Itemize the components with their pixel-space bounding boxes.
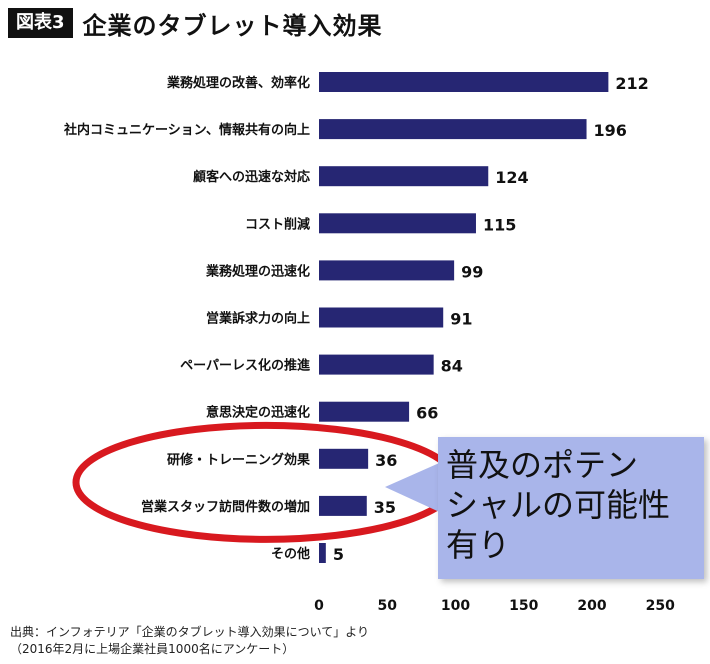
x-tick-label: 200 <box>577 598 606 614</box>
callout-line: 普及のポテン <box>446 446 639 484</box>
value-label: 35 <box>374 498 396 517</box>
bar <box>319 543 326 563</box>
value-label: 124 <box>495 168 528 187</box>
source-line-1: 出典：インフォテリア「企業のタブレット導入効果について」より <box>10 625 370 639</box>
x-tick-label: 50 <box>378 598 398 614</box>
bar <box>319 401 410 422</box>
figure-badge: 図表3 <box>8 8 73 38</box>
header: 図表3 企業のタブレット導入効果 <box>8 6 383 40</box>
value-label: 84 <box>441 357 463 376</box>
bar <box>319 307 444 328</box>
value-label: 36 <box>375 451 397 470</box>
bar <box>319 213 476 234</box>
category-label: 意思決定の迅速化 <box>206 405 310 421</box>
page-title: 企業のタブレット導入効果 <box>82 11 383 40</box>
category-label: 業務処理の改善、効率化 <box>166 75 310 91</box>
value-label: 5 <box>333 545 344 564</box>
x-tick-label: 100 <box>441 598 470 614</box>
value-label: 196 <box>594 121 627 140</box>
x-tick-label: 150 <box>509 598 538 614</box>
callout-line: シャルの可能性 <box>446 486 671 524</box>
source-note: 出典：インフォテリア「企業のタブレット導入効果について」より （2016年2月に… <box>10 624 369 658</box>
bar <box>319 260 455 281</box>
bar <box>319 448 369 469</box>
callout-pointer <box>385 460 446 515</box>
bar-chart: 業務処理の改善、効率化 212 社内コミュニケーション、情報共有の向上 196 顧客への… <box>63 72 675 614</box>
category-label: 業務処理の迅速化 <box>205 263 310 279</box>
category-label: 営業訴求力の向上 <box>206 311 310 327</box>
bar <box>319 119 587 140</box>
value-label: 91 <box>450 310 472 329</box>
category-label: その他 <box>271 546 310 562</box>
value-label: 212 <box>615 74 648 93</box>
x-tick-label: 250 <box>646 598 675 614</box>
value-label: 66 <box>416 404 438 423</box>
value-label: 115 <box>483 215 516 234</box>
category-label: 社内コミュニケーション、情報共有の向上 <box>63 122 310 138</box>
bar <box>319 166 489 187</box>
source-line-2: （2016年2月に上場企業社員1000名にアンケート） <box>10 642 295 656</box>
callout-text: 普及のポテン シャルの可能性 有り <box>446 445 698 565</box>
value-label: 99 <box>461 262 483 281</box>
category-label: 研修・トレーニング効果 <box>167 452 310 468</box>
category-label: ペーパーレス化の推進 <box>180 358 310 374</box>
bar <box>319 354 434 375</box>
category-label: コスト削減 <box>245 216 310 232</box>
x-tick-label: 0 <box>314 598 324 614</box>
category-label: 営業スタッフ訪問件数の増加 <box>141 499 310 515</box>
callout-box <box>438 437 704 579</box>
callout-line: 有り <box>446 526 511 564</box>
bar <box>319 495 367 516</box>
category-label: 顧客への迅速な対応 <box>193 169 310 185</box>
bar <box>319 72 609 92</box>
